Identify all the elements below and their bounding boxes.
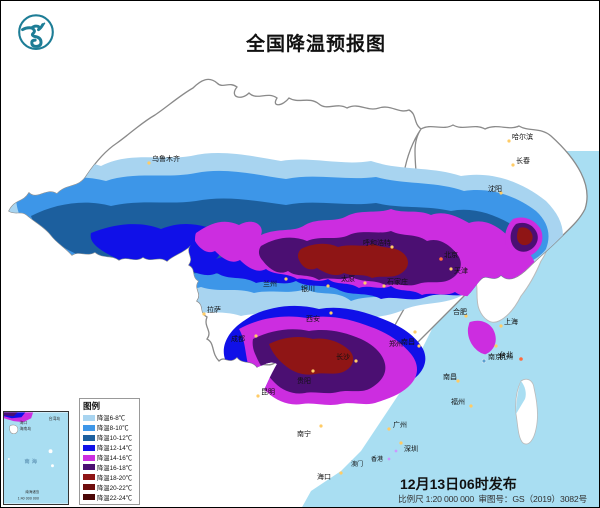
svg-text:台北: 台北 <box>499 350 513 359</box>
svg-text:南昌: 南昌 <box>401 337 415 346</box>
svg-text:哈尔滨: 哈尔滨 <box>512 132 533 141</box>
svg-text:兰州: 兰州 <box>263 279 277 288</box>
svg-text:银川: 银川 <box>301 284 315 293</box>
svg-text:南海诸岛: 南海诸岛 <box>25 489 39 494</box>
svg-text:台湾岛: 台湾岛 <box>49 416 61 421</box>
svg-text:香港: 香港 <box>371 455 383 463</box>
svg-text:海口: 海口 <box>317 472 331 481</box>
svg-text:福州: 福州 <box>451 397 465 406</box>
svg-text:上海: 上海 <box>504 317 518 326</box>
svg-text:成都: 成都 <box>231 334 245 343</box>
svg-text:呼和浩特: 呼和浩特 <box>363 238 391 247</box>
svg-text:1:40 000 000: 1:40 000 000 <box>18 497 39 501</box>
svg-text:南海: 南海 <box>24 457 39 465</box>
svg-text:沈阳: 沈阳 <box>488 184 502 193</box>
svg-text:广州: 广州 <box>393 420 407 429</box>
svg-text:贵阳: 贵阳 <box>297 376 311 385</box>
svg-text:石家庄: 石家庄 <box>387 277 408 286</box>
svg-text:海口: 海口 <box>20 420 28 425</box>
svg-text:南宁: 南宁 <box>297 429 311 438</box>
svg-text:长春: 长春 <box>516 156 530 165</box>
svg-text:拉萨: 拉萨 <box>207 305 221 314</box>
svg-text:海南岛: 海南岛 <box>20 426 32 431</box>
svg-text:天津: 天津 <box>454 267 468 275</box>
svg-text:西安: 西安 <box>306 314 320 323</box>
svg-text:昆明: 昆明 <box>261 388 275 396</box>
svg-text:南昌: 南昌 <box>443 372 457 381</box>
svg-text:深圳: 深圳 <box>404 444 418 453</box>
svg-text:太原: 太原 <box>341 274 355 283</box>
svg-text:长沙: 长沙 <box>336 352 350 361</box>
svg-text:乌鲁木齐: 乌鲁木齐 <box>152 154 180 163</box>
svg-text:北京: 北京 <box>444 250 458 259</box>
svg-text:澳门: 澳门 <box>351 460 363 468</box>
svg-text:合肥: 合肥 <box>453 307 467 316</box>
